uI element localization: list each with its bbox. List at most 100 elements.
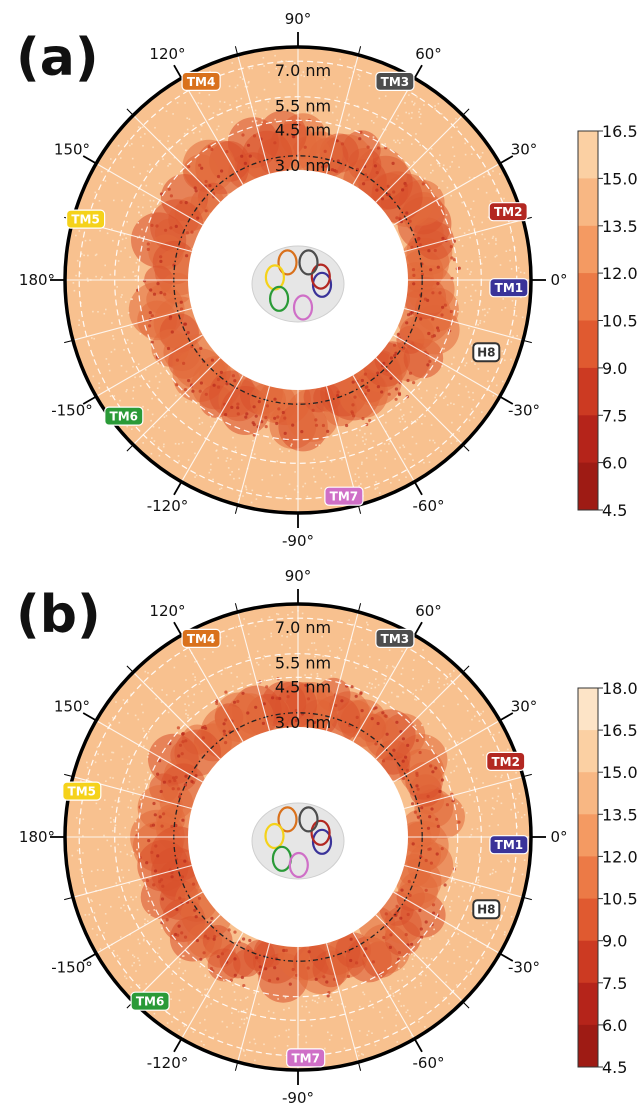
- radial-ring-labels: 7.0 nm 5.5 nm 4.5 nm 3.0 nm: [275, 61, 331, 175]
- angular-gridline: [352, 634, 415, 742]
- angular-gridline: [404, 219, 524, 253]
- colorbar-bin: [578, 982, 598, 1026]
- colorbar-bin: [578, 415, 598, 464]
- angle-tick: [173, 621, 182, 635]
- colorbar-tick: 12.0: [602, 264, 638, 283]
- angle-tick: [358, 1062, 362, 1071]
- angular-gridline: [352, 375, 415, 483]
- colorbar-tick: 10.5: [602, 890, 638, 909]
- angle-label: -90°: [282, 532, 314, 550]
- angle-tick: [463, 1002, 470, 1009]
- angle-label: 0°: [550, 828, 567, 846]
- helix-badge-h8: H8: [472, 899, 501, 920]
- angle-tick: [523, 897, 532, 901]
- colorbar-bin: [578, 320, 598, 369]
- ring-label-7nm: 7.0 nm: [275, 61, 331, 80]
- angle-tick: [500, 712, 514, 721]
- angle-label: 120°: [149, 45, 185, 63]
- angle-label: 60°: [415, 45, 442, 63]
- angle-label: -60°: [413, 1054, 445, 1072]
- angular-gridline: [375, 914, 464, 1003]
- colorbar: 18.0 16.5 15.0 13.5 12.0 10.5 9.0 7.5 6.…: [577, 679, 638, 1077]
- colorbar-bin: [578, 898, 598, 942]
- angle-label: -30°: [508, 402, 540, 420]
- colorbar-bin: [578, 462, 598, 511]
- svg-text:TM3: TM3: [381, 75, 409, 89]
- angle-tick: [234, 505, 238, 514]
- angular-gridline: [237, 54, 271, 174]
- colorbar-bin: [578, 131, 598, 179]
- angle-label: 150°: [54, 141, 90, 159]
- angle-tick: [82, 953, 96, 962]
- angular-gridline: [95, 720, 203, 783]
- angle-tick: [82, 396, 96, 405]
- svg-text:TM7: TM7: [330, 490, 358, 504]
- angle-tick: [126, 665, 133, 672]
- colorbar-tick: 12.0: [602, 847, 638, 866]
- colorbar-bin: [578, 178, 598, 227]
- angular-gridline: [237, 386, 271, 506]
- angle-tick: [358, 46, 362, 55]
- angular-gridline: [325, 54, 359, 174]
- angular-gridline: [95, 891, 203, 954]
- helix-badge-tm6: TM6: [104, 406, 144, 426]
- angle-tick: [414, 621, 423, 635]
- ring-label-5-5nm: 5.5 nm: [275, 654, 331, 673]
- colorbar-tick: 15.0: [602, 763, 638, 782]
- helix-labels: TM1 TM2 TM3 TM4 TM5 TM6 TM7 H8: [62, 628, 529, 1068]
- angle-label: -120°: [147, 497, 189, 515]
- angle-tick: [173, 482, 182, 496]
- angle-tick: [500, 953, 514, 962]
- colorbar-tick: 15.0: [602, 169, 638, 188]
- angular-gridline: [132, 914, 221, 1003]
- angular-gridline: [375, 671, 464, 760]
- angular-gridline: [132, 114, 221, 203]
- angular-gridline: [132, 671, 221, 760]
- helix-cartoon: [310, 263, 331, 290]
- angle-tick: [234, 1062, 238, 1071]
- angle-labels: 90° 60° 30° 0° -30° -60° -90° -120° -150…: [19, 10, 568, 550]
- angle-tick: [414, 64, 423, 78]
- angle-label: 90°: [285, 10, 312, 28]
- helix-badge-tm7: TM7: [324, 486, 364, 506]
- helix-badge-tm6: TM6: [130, 991, 170, 1011]
- angle-tick: [463, 665, 470, 672]
- angle-tick: [523, 773, 532, 777]
- angle-tick: [64, 773, 73, 777]
- helix-cartoon: [298, 249, 319, 276]
- ring-label-7nm: 7.0 nm: [275, 618, 331, 637]
- angle-label: 180°: [19, 828, 55, 846]
- angle-tick: [414, 1039, 423, 1053]
- helix-badge-tm7: TM7: [286, 1048, 326, 1068]
- helix-badge-tm2: TM2: [488, 202, 528, 222]
- density-band: [130, 677, 465, 1003]
- polar-border: [63, 602, 533, 1072]
- colorbar-tick: 4.5: [602, 501, 627, 520]
- angle-label: 60°: [415, 602, 442, 620]
- angle-label: 150°: [54, 698, 90, 716]
- colorbar-tick: 6.0: [602, 454, 627, 473]
- helix-badge-h8: H8: [472, 342, 501, 363]
- angular-gridline: [393, 720, 501, 783]
- angle-label: 30°: [511, 141, 538, 159]
- colorbar-tick: 18.0: [602, 679, 638, 698]
- ring-label-5-5nm: 5.5 nm: [275, 97, 331, 116]
- angle-tick: [463, 445, 470, 452]
- angular-gridline: [325, 611, 359, 731]
- angle-label: 30°: [511, 698, 538, 716]
- angle-tick: [500, 396, 514, 405]
- svg-text:TM6: TM6: [136, 995, 164, 1009]
- helix-cartoon: [264, 822, 285, 850]
- helix-badge-tm5: TM5: [65, 209, 106, 229]
- angle-tick: [414, 482, 423, 496]
- angular-gridline: [237, 611, 271, 731]
- angle-label: 90°: [285, 567, 312, 585]
- helix-cartoon: [277, 249, 298, 276]
- svg-text:TM4: TM4: [187, 75, 215, 89]
- angular-gridline: [352, 77, 415, 185]
- angle-tick: [82, 155, 96, 164]
- angular-gridline: [404, 864, 524, 898]
- ring-label-4-5nm: 4.5 nm: [275, 677, 331, 696]
- angle-label: -120°: [147, 1054, 189, 1072]
- angle-tick: [234, 46, 238, 55]
